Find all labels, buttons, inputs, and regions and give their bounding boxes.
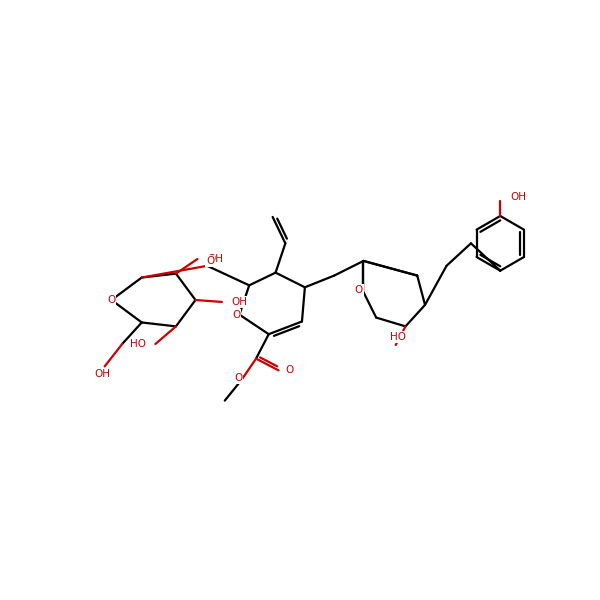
- Text: OH: OH: [95, 369, 110, 379]
- Text: O: O: [286, 365, 293, 376]
- Text: O: O: [235, 373, 242, 383]
- Text: O: O: [355, 285, 363, 295]
- Text: O: O: [206, 256, 214, 266]
- Text: OH: OH: [207, 254, 223, 264]
- Text: O: O: [232, 310, 241, 320]
- Text: HO: HO: [389, 332, 406, 342]
- Text: OH: OH: [510, 193, 526, 202]
- Text: OH: OH: [232, 297, 248, 307]
- Text: O: O: [107, 295, 116, 305]
- Text: HO: HO: [130, 339, 146, 349]
